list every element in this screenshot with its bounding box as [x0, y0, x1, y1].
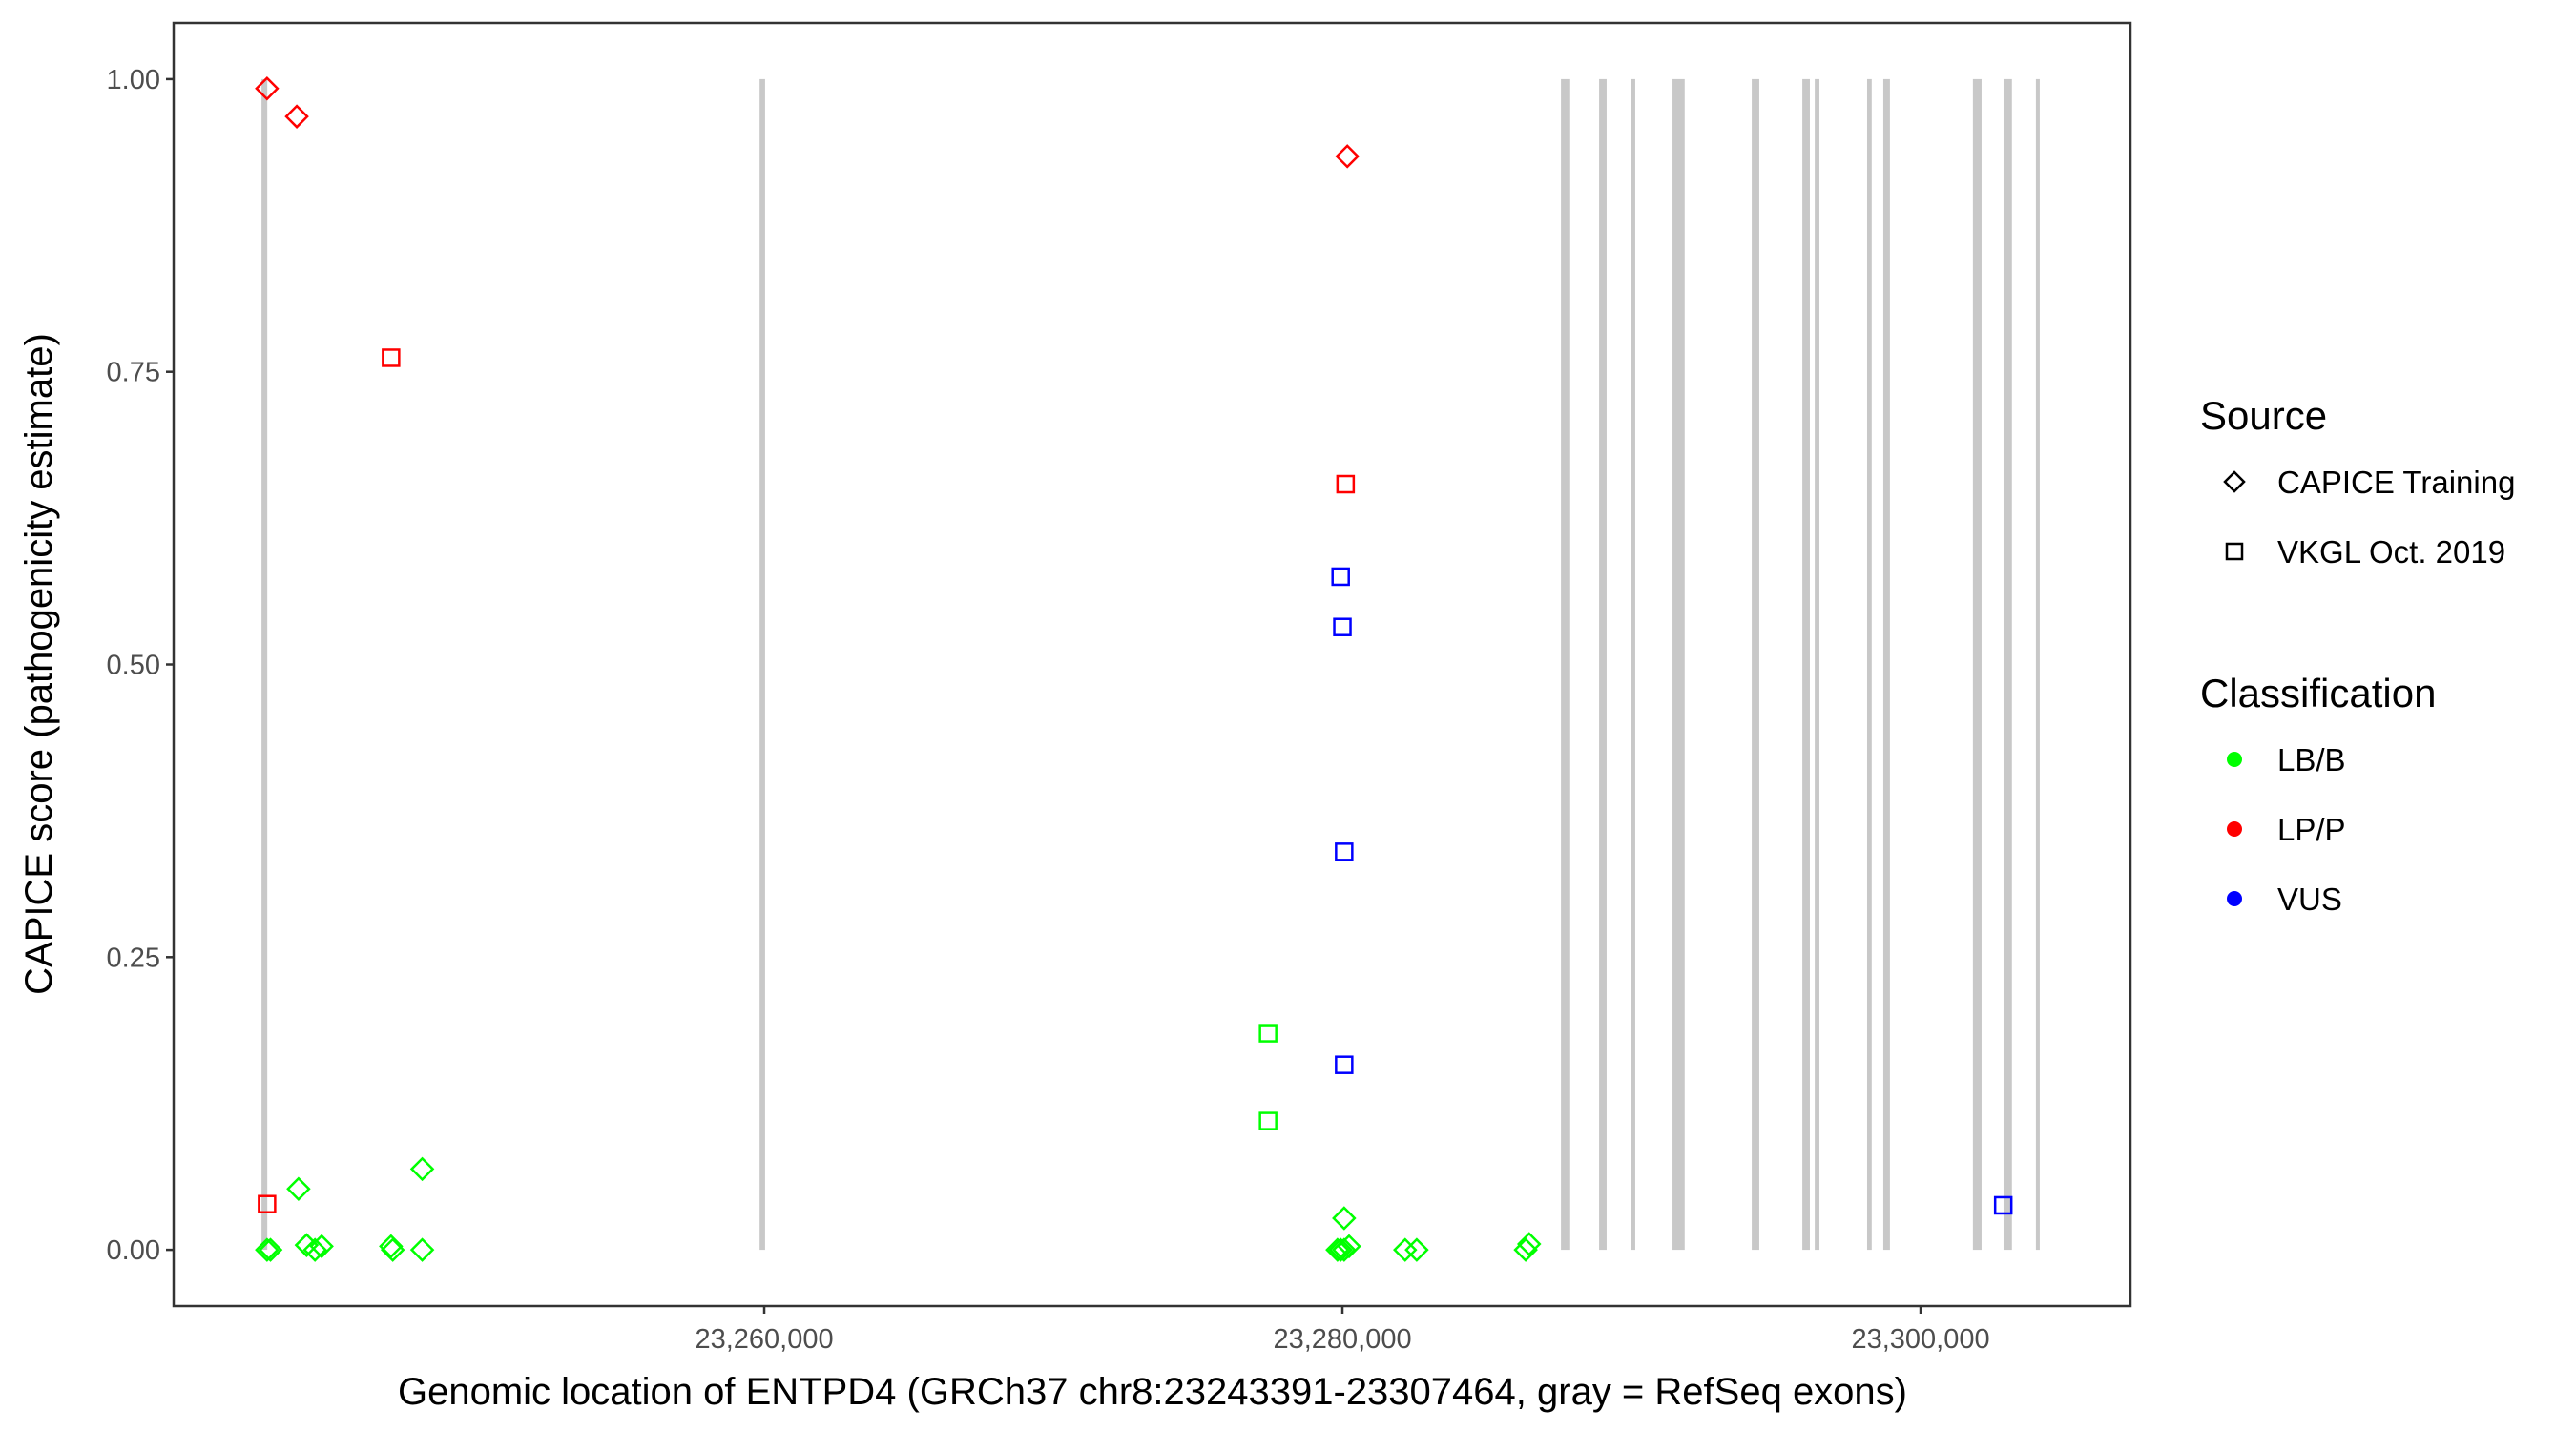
legend-label-capice: CAPICE Training [2277, 465, 2515, 500]
legend: Source CAPICE Training VKGL Oct. 2019 Cl… [2200, 393, 2515, 917]
point-diamond [255, 1237, 280, 1262]
x-axis: 23,260,000 23,280,000 23,300,000 [695, 1306, 1990, 1355]
legend-label-lbb: LB/B [2277, 742, 2346, 778]
legend-square-icon [2225, 542, 2244, 561]
y-tick-label: 1.00 [107, 65, 160, 95]
exon-layer [261, 78, 2040, 1251]
point-square [1993, 1195, 2013, 1215]
y-tick-label: 0.25 [107, 943, 160, 973]
point-diamond [255, 75, 280, 101]
exon-bar [1599, 78, 1607, 1251]
exon-bar [1752, 78, 1759, 1251]
point-diamond [1513, 1237, 1538, 1262]
x-tick-label: 23,260,000 [695, 1324, 833, 1355]
legend-label-vkgl: VKGL Oct. 2019 [2277, 534, 2505, 570]
point-diamond [286, 1176, 311, 1202]
x-axis-title: Genomic location of ENTPD4 (GRCh37 chr8:… [398, 1371, 1907, 1413]
point-diamond [380, 1237, 405, 1262]
exon-bar [1631, 78, 1635, 1251]
legend-diamond-icon [2223, 470, 2246, 493]
point-diamond [302, 1237, 327, 1262]
exon-bar [1815, 78, 1819, 1251]
legend-title-classification: Classification [2200, 671, 2436, 716]
point-diamond [309, 1234, 334, 1259]
point-diamond [1516, 1232, 1542, 1256]
exon-bar [1802, 78, 1810, 1251]
point-square [258, 1194, 277, 1213]
legend-label-vus: VUS [2277, 881, 2342, 917]
exon-bar [1882, 78, 1890, 1251]
point-diamond [1332, 1206, 1357, 1231]
y-tick-label: 0.50 [107, 651, 160, 681]
x-tick-label: 23,280,000 [1273, 1324, 1411, 1355]
exon-bar [1561, 78, 1570, 1251]
legend-title-source: Source [2200, 393, 2327, 438]
point-square [1331, 567, 1350, 587]
y-axis-title: CAPICE score (pathogenicity estimate) [18, 333, 60, 995]
point-diamond [1337, 1234, 1361, 1259]
point-diamond [379, 1234, 404, 1259]
exon-bar [1972, 78, 1982, 1251]
point-diamond [1328, 1237, 1353, 1262]
y-axis: 0.00 0.25 0.50 0.75 1.00 [107, 65, 174, 1266]
exon-bar [2003, 78, 2012, 1251]
point-square [1258, 1024, 1278, 1043]
point-square [1335, 1055, 1354, 1074]
x-tick-label: 23,300,000 [1851, 1324, 1989, 1355]
point-diamond [258, 1237, 283, 1262]
point-diamond [409, 1156, 435, 1182]
point-diamond [1393, 1237, 1418, 1262]
legend-vus-dot-icon [2227, 891, 2242, 906]
point-square [1336, 474, 1356, 494]
exon-bar [759, 78, 765, 1251]
point-diamond [1404, 1237, 1429, 1262]
exon-bar [1672, 78, 1685, 1251]
point-diamond [1325, 1237, 1350, 1262]
point-square [1258, 1111, 1278, 1130]
point-square [1335, 842, 1354, 861]
exon-bar [1866, 78, 1872, 1251]
y-tick-label: 0.75 [107, 358, 160, 388]
point-diamond [1335, 144, 1360, 169]
y-tick-label: 0.00 [107, 1235, 160, 1266]
point-diamond [409, 1237, 435, 1262]
legend-label-lpp: LP/P [2277, 812, 2346, 847]
point-square [1333, 617, 1352, 636]
exon-bar [261, 78, 268, 1251]
point-square [382, 348, 401, 367]
points-layer [255, 75, 2013, 1262]
legend-lpp-dot-icon [2227, 821, 2242, 837]
point-diamond [284, 104, 309, 129]
plot-panel-border [172, 21, 2132, 1308]
exon-bar [2035, 78, 2040, 1251]
legend-lbb-dot-icon [2227, 752, 2242, 767]
